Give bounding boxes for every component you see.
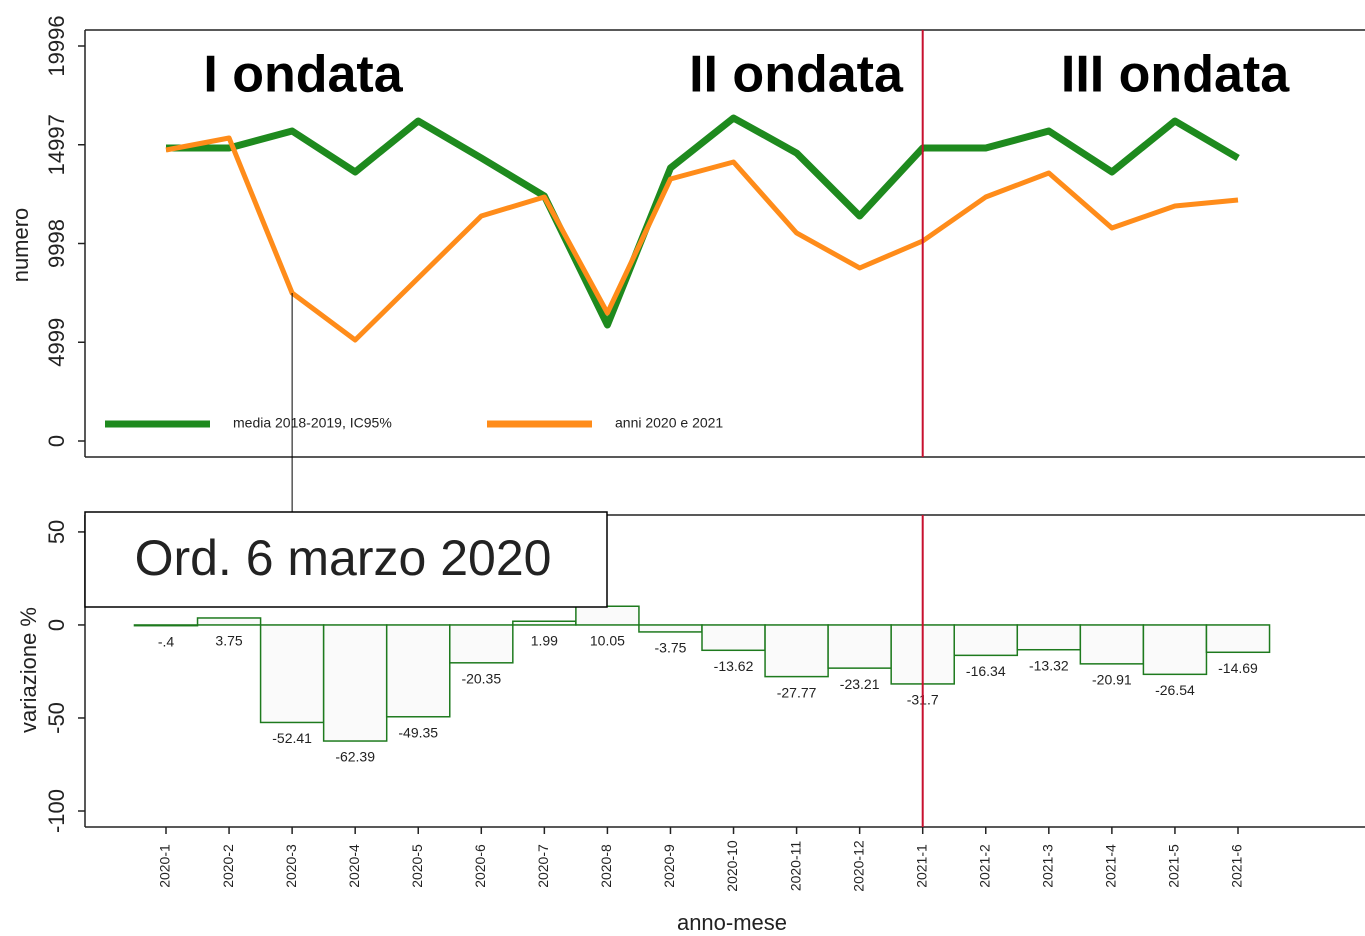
bar: [322, 624, 388, 742]
value-label: -52.41: [272, 730, 312, 746]
y-tick-label: 19996: [44, 15, 69, 76]
bar: [259, 624, 325, 724]
value-label: -20.35: [461, 671, 501, 687]
y-tick-label: 50: [44, 520, 69, 544]
legend-label: anni 2020 e 2021: [615, 415, 723, 431]
annotation-box: [84, 511, 608, 608]
x-tick-label: 2020-4: [346, 844, 362, 888]
x-tick-label: 2021-4: [1103, 844, 1119, 888]
value-label: -27.77: [777, 684, 817, 700]
y-tick-label: -100: [44, 789, 69, 833]
bar: [1016, 624, 1082, 651]
bar: [953, 624, 1019, 657]
bar: [1142, 624, 1208, 676]
bar: [449, 624, 514, 664]
line-series: [165, 135, 1239, 343]
annotation: III ondata: [1061, 46, 1290, 104]
bar: [701, 624, 766, 652]
y-tick-label: 0: [44, 435, 69, 447]
bar: [1079, 624, 1145, 665]
value-label: -62.39: [335, 749, 375, 765]
x-tick-label: 2020-8: [598, 844, 614, 888]
value-label: -26.54: [1155, 682, 1195, 698]
x-tick-label: 2020-9: [661, 844, 677, 888]
bar: [575, 605, 640, 626]
annotation: II ondata: [689, 46, 904, 104]
x-tick-label: 2021-1: [913, 844, 929, 888]
bar: [385, 624, 451, 718]
value-label: -49.35: [398, 724, 438, 740]
x-tick-label: 2021-5: [1166, 844, 1182, 888]
y-axis-title: variazione %: [16, 607, 41, 733]
y-tick-label: 0: [44, 619, 69, 631]
bar: [764, 624, 829, 678]
x-tick-label: 2020-2: [220, 844, 236, 888]
y-tick-label: 9998: [44, 219, 69, 268]
x-tick-label: 2020-1: [157, 844, 173, 888]
bar: [133, 624, 199, 627]
annotation: Ord. 6 marzo 2020: [135, 530, 552, 586]
value-label: 3.75: [215, 633, 242, 649]
x-tick-label: 2020-6: [472, 844, 488, 888]
x-tick-label: 2020-5: [409, 844, 425, 888]
value-label: 10.05: [590, 633, 625, 649]
annotation: I ondata: [203, 46, 403, 104]
bar: [196, 617, 262, 626]
value-label: -13.62: [714, 658, 754, 674]
bar: [827, 624, 892, 669]
value-label: 1.99: [531, 633, 558, 649]
x-tick-label: 2021-3: [1040, 844, 1056, 888]
x-tick-label: 2021-2: [976, 844, 992, 888]
line-series: [166, 114, 1240, 329]
value-label: -14.69: [1218, 660, 1258, 676]
y-tick-label: 4999: [44, 318, 69, 367]
x-tick-label: 2021-6: [1229, 844, 1245, 888]
value-label: -16.34: [966, 663, 1006, 679]
value-label: -3.75: [655, 640, 687, 656]
bar: [638, 624, 703, 633]
legend-label: media 2018-2019, IC95%: [233, 415, 392, 431]
x-tick-label: 2020-10: [724, 840, 740, 892]
x-tick-label: 2020-7: [535, 844, 551, 888]
x-tick-label: 2020-11: [787, 841, 803, 892]
y-tick-label: 14997: [44, 114, 69, 175]
x-axis-title: anno-mese: [677, 910, 787, 935]
x-tick-label: 2020-12: [850, 840, 866, 892]
value-label: -13.32: [1029, 657, 1069, 673]
value-label: -.4: [158, 633, 175, 649]
y-axis-title: numero: [8, 208, 33, 283]
bar: [1205, 624, 1271, 654]
y-tick-label: -50: [44, 702, 69, 734]
x-tick-label: 2020-3: [283, 844, 299, 888]
value-label: -20.91: [1092, 672, 1132, 688]
value-label: -23.21: [840, 676, 880, 692]
bar: [512, 620, 577, 626]
